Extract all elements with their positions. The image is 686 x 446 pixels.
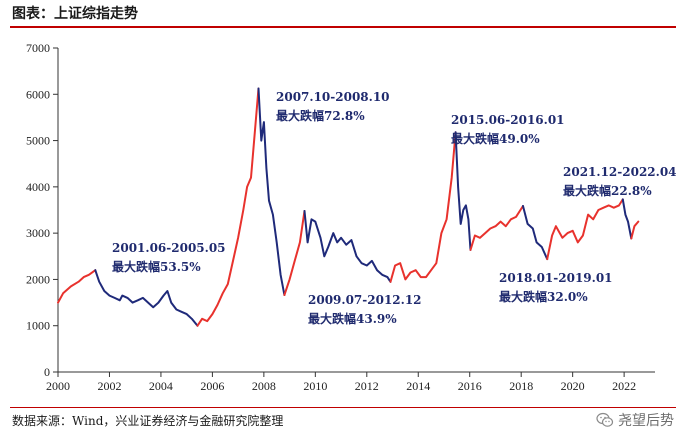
series-line-segment bbox=[454, 131, 472, 251]
annotation-period: 2021.12-2022.04 bbox=[563, 165, 677, 179]
x-tick-label: 2002 bbox=[97, 379, 121, 390]
figure-title: 图表：上证综指走势 bbox=[12, 6, 138, 22]
x-tick-label: 2004 bbox=[149, 379, 173, 390]
x-tick-label: 2022 bbox=[612, 379, 636, 390]
series-line-segment bbox=[196, 87, 260, 327]
chart-annotations: 2001.06-2005.05 最大跌幅53.5% 2007.10-2008.10 最… bbox=[112, 90, 677, 326]
annotation-drawdown: 最大跌幅72.8% bbox=[276, 108, 365, 123]
series-line-segment bbox=[283, 210, 306, 296]
y-tick-label: 0 bbox=[44, 365, 50, 379]
footer-divider bbox=[10, 407, 676, 408]
watermark: 尧望后势 bbox=[596, 410, 674, 430]
y-tick-label: 2000 bbox=[26, 272, 50, 286]
y-tick-label: 3000 bbox=[26, 226, 50, 240]
x-tick-label: 2016 bbox=[458, 379, 482, 390]
x-tick-label: 2018 bbox=[509, 379, 533, 390]
index-line-chart: 0 1000 2000 3000 4000 5000 6000 7000 2000 2002 200… bbox=[26, 41, 677, 390]
annotation-drawdown: 最大跌幅22.8% bbox=[563, 183, 652, 198]
chart-axes: 0 1000 2000 3000 4000 5000 6000 7000 2000 2002 200… bbox=[26, 41, 655, 390]
x-tick-label: 2006 bbox=[200, 379, 224, 390]
annotation-drawdown: 最大跌幅53.5% bbox=[112, 259, 201, 274]
series-line-segment bbox=[546, 198, 624, 261]
y-tick-label: 1000 bbox=[26, 319, 50, 333]
series-line-segment bbox=[57, 269, 97, 304]
x-tick-label: 2014 bbox=[406, 379, 430, 390]
series-line-segment bbox=[303, 210, 392, 283]
annotation-drawdown: 最大跌幅32.0% bbox=[499, 289, 588, 304]
x-tick-label: 2012 bbox=[355, 379, 379, 390]
chart-series bbox=[57, 87, 640, 327]
series-line-segment bbox=[257, 87, 286, 296]
y-tick-label: 4000 bbox=[26, 180, 50, 194]
annotation-period: 2001.06-2005.05 bbox=[112, 241, 226, 255]
series-line-segment bbox=[469, 205, 524, 251]
x-tick-label: 2010 bbox=[303, 379, 327, 390]
x-tick-label: 2008 bbox=[252, 379, 276, 390]
annotation-period: 2007.10-2008.10 bbox=[276, 90, 390, 104]
annotation-drawdown: 最大跌幅43.9% bbox=[308, 311, 397, 326]
x-tick-label: 2000 bbox=[46, 379, 70, 390]
y-tick-label: 6000 bbox=[26, 87, 50, 101]
watermark-text: 尧望后势 bbox=[618, 413, 674, 429]
y-tick-label: 7000 bbox=[26, 41, 50, 55]
series-line-segment bbox=[630, 220, 640, 240]
header-divider bbox=[10, 26, 676, 28]
data-source: 数据来源：Wind，兴业证券经济与金融研究院整理 bbox=[12, 414, 284, 428]
series-line-segment bbox=[522, 205, 549, 261]
series-line-segment bbox=[621, 198, 633, 240]
wechat-icon bbox=[596, 412, 614, 427]
x-tick-label: 2020 bbox=[561, 379, 585, 390]
annotation-period: 2009.07-2012.12 bbox=[308, 293, 422, 307]
annotation-period: 2018.01-2019.01 bbox=[499, 271, 613, 285]
y-tick-label: 5000 bbox=[26, 134, 50, 148]
annotation-drawdown: 最大跌幅49.0% bbox=[451, 131, 540, 146]
series-line-segment bbox=[94, 269, 199, 327]
annotation-period: 2015.06-2016.01 bbox=[451, 113, 565, 127]
series-line-segment bbox=[389, 131, 457, 283]
